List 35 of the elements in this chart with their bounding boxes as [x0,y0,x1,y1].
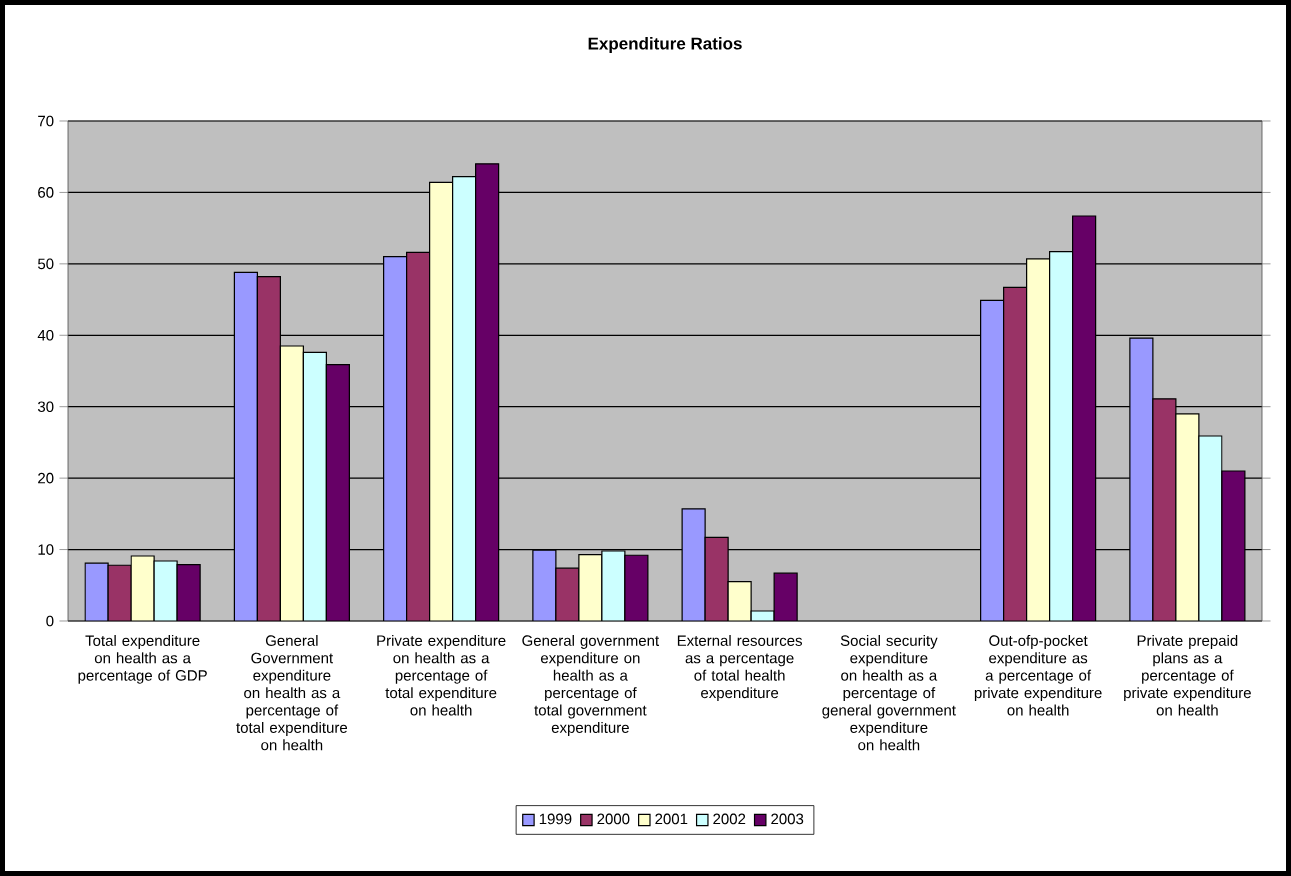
bar [406,251,431,621]
legend-label: 2001 [655,813,688,825]
x-tick-label: General Government expenditure on health as a percentage of total expenditure on health [236,634,348,751]
x-tick-label: Social security expenditure on health as a percentage of general government expenditure on health [822,634,956,751]
legend-label: 2003 [771,813,804,825]
y-tick-label: 40 [37,329,54,341]
y-tick-label: 10 [38,544,54,555]
bar [452,176,477,621]
x-tick-label: Private expenditure on health as a percentage of total expenditure on health [377,634,506,716]
bar [1221,470,1246,621]
bar [1198,435,1223,621]
bar [475,163,500,621]
bar [256,276,281,621]
x-tick-label: Private prepaid plans as a percentage of private expenditure on health [1124,634,1251,716]
bar [1049,251,1074,621]
bar [1072,215,1097,621]
bar [704,536,729,621]
legend-label: 2000 [597,813,630,825]
bar [325,363,350,621]
legend-label: 1999 [539,813,572,825]
y-tick-label: 20 [38,472,54,484]
y-tick-label: 30 [37,401,54,413]
bar [302,351,327,621]
y-tick-label: 0 [46,615,54,627]
legend-label: 2002 [713,813,746,825]
x-tick-label: General government expenditure on health as a percentage of total government expenditure [522,634,660,736]
x-tick-label: Out-ofp-pocket expenditure as a percentage of private expenditure on health [974,634,1102,716]
chart-title: Expenditure Ratios [588,37,742,53]
bar [1003,286,1028,621]
x-tick-label: External resources as a percentage of total health expenditure [677,634,803,702]
y-tick-label: 50 [37,258,54,270]
y-tick-label: 60 [38,187,54,198]
x-tick-label: Total expenditure on health as a percentage of GDP [78,634,207,684]
bar [1152,398,1177,621]
y-tick-label: 70 [38,115,54,127]
